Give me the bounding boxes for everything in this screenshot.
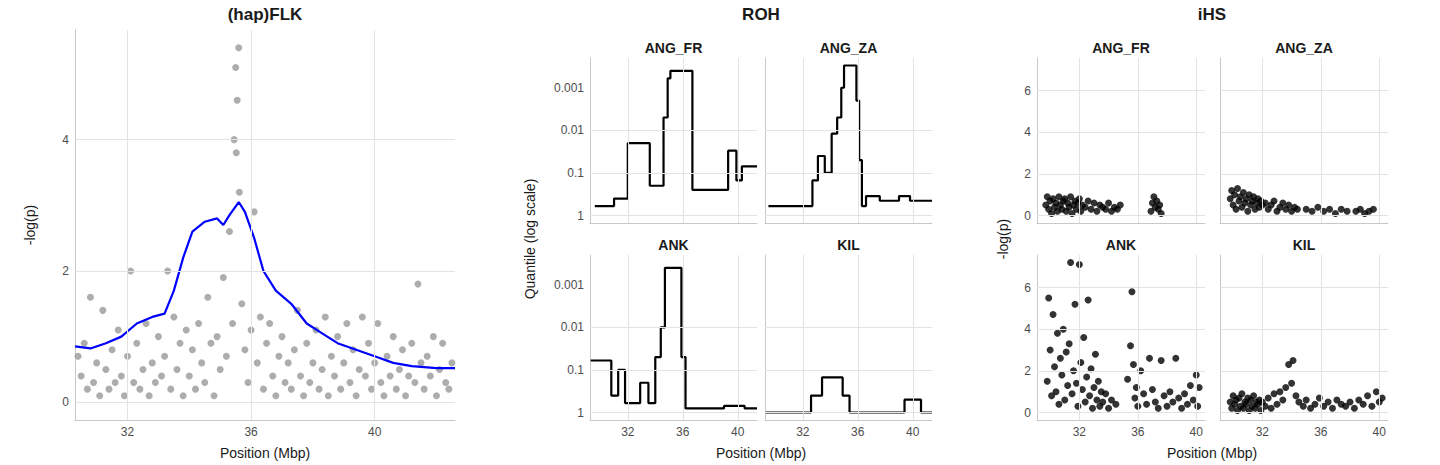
svg-text:ROH: ROH (742, 5, 780, 24)
svg-text:1: 1 (577, 209, 584, 223)
svg-text:iHS: iHS (1198, 5, 1226, 24)
svg-text:32: 32 (1256, 425, 1270, 439)
svg-text:40: 40 (1190, 425, 1204, 439)
svg-text:0.01: 0.01 (561, 123, 585, 137)
svg-text:36: 36 (244, 425, 258, 439)
svg-text:2: 2 (62, 264, 69, 278)
svg-text:ANG_ZA: ANG_ZA (820, 40, 878, 56)
svg-text:ANK: ANK (1106, 237, 1136, 253)
svg-text:4: 4 (1024, 125, 1031, 139)
svg-text:(hap)FLK: (hap)FLK (228, 5, 303, 24)
svg-text:32: 32 (121, 425, 135, 439)
svg-text:2: 2 (1024, 167, 1031, 181)
svg-text:0: 0 (1024, 406, 1031, 420)
svg-text:4: 4 (62, 133, 69, 147)
svg-text:36: 36 (1131, 425, 1145, 439)
svg-text:ANG_FR: ANG_FR (1092, 40, 1150, 56)
svg-text:Quantile (log scale): Quantile (log scale) (522, 179, 538, 300)
svg-text:0.1: 0.1 (567, 363, 584, 377)
svg-text:KIL: KIL (837, 237, 860, 253)
svg-text:0: 0 (62, 395, 69, 409)
svg-text:-log(p): -log(p) (22, 205, 38, 245)
svg-text:0.001: 0.001 (554, 81, 584, 95)
svg-text:0.001: 0.001 (554, 278, 584, 292)
svg-text:40: 40 (731, 425, 745, 439)
svg-text:0: 0 (1024, 209, 1031, 223)
svg-text:ANG_ZA: ANG_ZA (1275, 40, 1333, 56)
svg-text:6: 6 (1024, 281, 1031, 295)
svg-text:36: 36 (1314, 425, 1328, 439)
svg-text:32: 32 (621, 425, 635, 439)
svg-text:36: 36 (676, 425, 690, 439)
svg-text:40: 40 (1373, 425, 1387, 439)
svg-text:1: 1 (577, 406, 584, 420)
svg-text:32: 32 (1073, 425, 1087, 439)
svg-text:40: 40 (368, 425, 382, 439)
svg-text:32: 32 (796, 425, 810, 439)
svg-text:Position (Mbp): Position (Mbp) (220, 445, 310, 461)
svg-text:6: 6 (1024, 84, 1031, 98)
svg-text:0.01: 0.01 (561, 320, 585, 334)
svg-text:2: 2 (1024, 364, 1031, 378)
svg-text:Position (Mbp): Position (Mbp) (716, 445, 806, 461)
svg-text:ANG_FR: ANG_FR (645, 40, 703, 56)
svg-text:KIL: KIL (1293, 237, 1316, 253)
svg-text:40: 40 (906, 425, 920, 439)
svg-text:36: 36 (851, 425, 865, 439)
svg-text:4: 4 (1024, 322, 1031, 336)
svg-text:-log(p): -log(p) (995, 219, 1011, 259)
svg-text:Position (Mbp): Position (Mbp) (1167, 445, 1257, 461)
svg-text:ANK: ANK (658, 237, 688, 253)
svg-text:0.1: 0.1 (567, 166, 584, 180)
